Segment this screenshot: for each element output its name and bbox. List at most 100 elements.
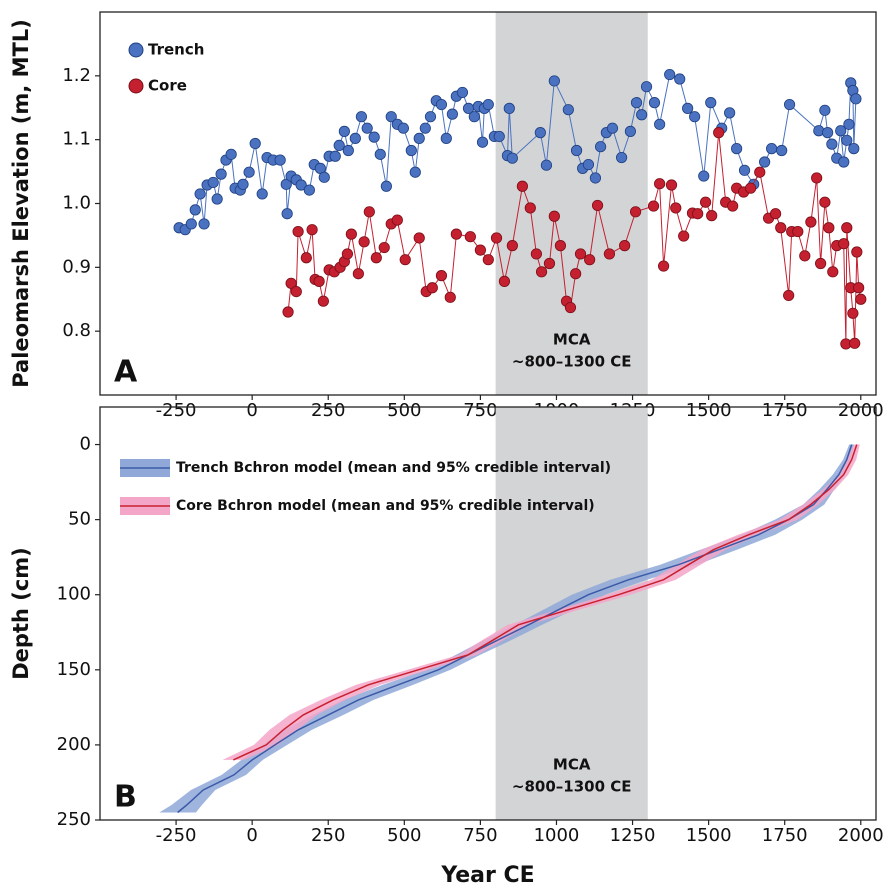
x-tick-label: 250 [311, 400, 345, 421]
data-point [841, 134, 853, 146]
data-point [705, 97, 717, 109]
data-point [822, 127, 834, 139]
data-point [838, 156, 850, 168]
data-point [534, 127, 546, 139]
mean-line [177, 444, 853, 814]
data-point [405, 144, 417, 157]
data-point [603, 248, 616, 260]
data-point [799, 250, 811, 262]
data-point [440, 132, 452, 144]
data-point [482, 254, 494, 266]
data-point [759, 156, 771, 168]
data-point [630, 97, 643, 109]
x-tick-label: 250 [311, 825, 345, 846]
data-point [805, 216, 817, 228]
x-tick-label: 0 [246, 400, 257, 421]
data-point [413, 132, 425, 144]
plot-frame [99, 406, 877, 821]
data-point [374, 148, 386, 160]
data-point [647, 200, 660, 212]
data-point [391, 214, 403, 226]
data-point [591, 199, 604, 212]
data-point [606, 122, 619, 134]
data-point [306, 224, 318, 236]
y-tick-label: 200 [57, 734, 91, 755]
data-point [211, 193, 223, 205]
data-point [699, 196, 712, 208]
y-tick-label: 150 [57, 659, 91, 680]
annotation: ~800–1300 CE [512, 353, 632, 371]
y-tick-label: 0.9 [62, 256, 91, 277]
data-point [689, 111, 701, 123]
data-point [819, 196, 831, 208]
data-point [678, 230, 690, 242]
data-point [855, 293, 867, 305]
y-tick-label: 250 [57, 809, 91, 830]
data-point [823, 222, 835, 234]
x-tick-label: 500 [387, 400, 421, 421]
data-point [827, 266, 839, 278]
data-point [640, 81, 653, 93]
data-point [413, 232, 425, 244]
x-tick-label: 500 [387, 825, 421, 846]
data-point [731, 143, 743, 155]
data-point [345, 228, 357, 240]
data-point [185, 218, 197, 230]
data-point [624, 125, 637, 137]
data-point [562, 104, 574, 116]
data-point [215, 168, 227, 180]
data-point [589, 172, 602, 184]
data-point [783, 98, 796, 111]
data-point [370, 252, 382, 264]
data-point [543, 257, 556, 270]
data-point [424, 111, 437, 123]
data-point [300, 252, 312, 264]
data-point [776, 144, 788, 157]
data-point [554, 240, 567, 252]
shaded-interval [495, 12, 648, 395]
data-point [207, 176, 219, 189]
x-tick-label: -250 [156, 825, 197, 846]
data-point [249, 137, 261, 150]
plot-frame [99, 11, 877, 396]
y-axis-label: Paleomarsh Elevation (m, MTL) [9, 19, 33, 388]
data-point [619, 240, 631, 252]
legend-label: Core [148, 77, 187, 95]
data-point [378, 241, 390, 254]
data-point [194, 188, 206, 200]
data-point [225, 148, 237, 160]
y-tick-label: 0 [80, 434, 91, 455]
x-tick-label: 2000 [838, 825, 884, 846]
data-point [826, 138, 838, 150]
annotation: MCA [553, 331, 591, 349]
data-point [490, 232, 503, 244]
x-tick-label: 1500 [686, 400, 732, 421]
data-point [570, 268, 582, 280]
panel-label: A [114, 355, 138, 390]
y-axis-label: Depth (cm) [9, 547, 33, 680]
x-tick-label: 1750 [762, 825, 808, 846]
data-point [648, 97, 661, 109]
data-point [303, 184, 315, 196]
data-point [318, 171, 330, 183]
data-point [419, 122, 431, 134]
data-point [848, 143, 860, 155]
legend-marker [128, 78, 144, 94]
data-point [849, 337, 861, 349]
data-point [292, 225, 304, 238]
x-tick-label: 1500 [686, 825, 732, 846]
data-point [524, 202, 536, 214]
data-point [317, 295, 329, 307]
data-point [385, 111, 397, 123]
data-point [835, 125, 847, 137]
data-point [352, 268, 364, 280]
data-point [594, 141, 607, 153]
data-point [341, 248, 354, 260]
data-point [237, 178, 249, 190]
data-point [380, 180, 392, 192]
legend-label: Trench [148, 41, 204, 59]
data-point [503, 102, 515, 114]
data-point [530, 248, 542, 260]
x-tick-label: 1000 [534, 825, 580, 846]
